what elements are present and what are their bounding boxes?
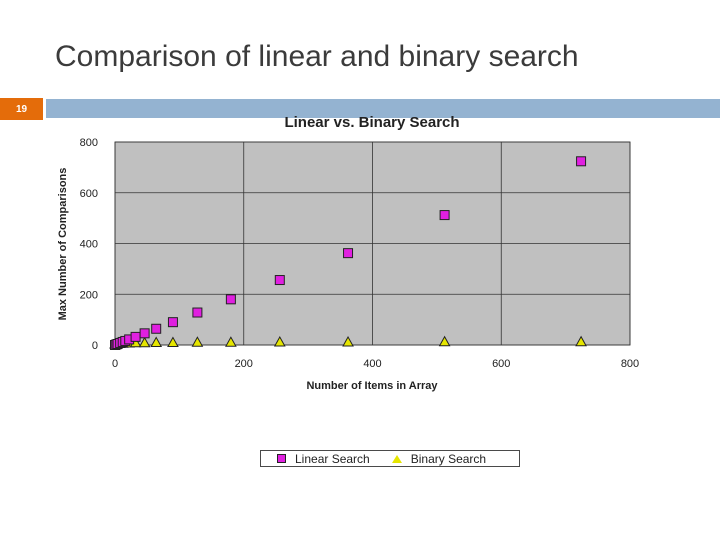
x-tick-label: 600 [492, 358, 510, 370]
binary-search-point [342, 335, 354, 347]
linear-search-point [192, 307, 203, 318]
linear-search-point [576, 156, 587, 167]
chart-legend: Linear Search Binary Search [260, 450, 520, 467]
binary-search-point [575, 335, 587, 347]
linear-search-point [139, 328, 150, 339]
binary-search-point [150, 336, 163, 347]
linear-search-point [130, 331, 141, 342]
slide-title: Comparison of linear and binary search [55, 40, 579, 73]
linear-search-point [167, 317, 178, 328]
legend-label-binary: Binary Search [410, 451, 487, 466]
legend-item-linear: Linear Search [277, 452, 370, 466]
linear-search-point [439, 210, 450, 221]
linear-search-point [225, 294, 236, 305]
binary-search-point [191, 336, 204, 347]
binary-search-point [138, 336, 151, 348]
binary-search-point [273, 335, 286, 347]
y-tick-label: 200 [80, 289, 98, 301]
binary-search-point [225, 336, 237, 347]
x-tick-label: 400 [363, 358, 381, 370]
binary-search-point [167, 336, 179, 347]
linear-search-point [343, 248, 354, 259]
x-tick-label: 200 [235, 358, 253, 370]
y-tick-label: 600 [80, 188, 98, 200]
linear-search-point [151, 323, 162, 334]
y-tick-label: 0 [92, 340, 98, 352]
x-axis-label: Number of Items in Array [306, 380, 438, 392]
slide-number: 19 [0, 98, 43, 120]
legend-triangle-marker [391, 454, 402, 463]
x-tick-label: 800 [621, 358, 639, 370]
y-tick-label: 400 [80, 239, 98, 251]
linear-search-point [274, 275, 285, 286]
chart-title: Linear vs. Binary Search [284, 114, 459, 131]
legend-square-marker [277, 454, 286, 463]
y-tick-label: 800 [80, 137, 98, 149]
binary-search-point [438, 335, 451, 347]
x-tick-label: 0 [112, 358, 118, 370]
legend-item-binary: Binary Search [391, 451, 487, 466]
legend-label-linear: Linear Search [295, 451, 370, 466]
y-axis-label: Max Number of Comparisons [57, 168, 69, 321]
header-bar [46, 99, 720, 118]
